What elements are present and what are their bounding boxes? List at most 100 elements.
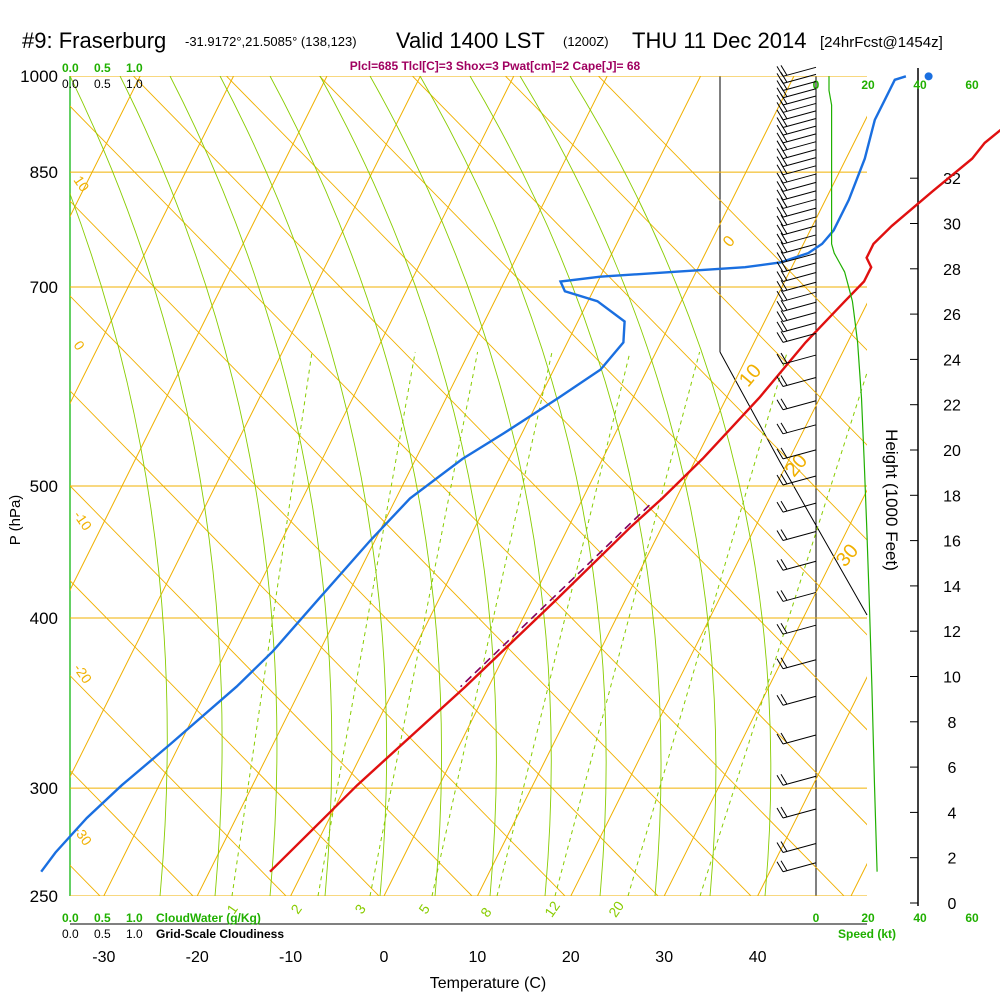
wind-barb-flag xyxy=(776,224,784,236)
terrain-border xyxy=(719,351,868,616)
height-tick-label: 20 xyxy=(943,443,961,460)
wind-barb-flag xyxy=(776,807,784,819)
cloudiness-scale-bottom: 1.0 xyxy=(126,927,143,941)
wind-barb-flag xyxy=(776,774,784,786)
wind-barb-flag xyxy=(780,398,788,409)
wind-barb xyxy=(776,260,817,273)
wind-barb-flag xyxy=(780,171,788,183)
wind-barb xyxy=(776,86,817,99)
height-tick-label: 32 xyxy=(943,171,961,188)
wind-barb xyxy=(776,375,817,387)
isotherm-label-left: -10 xyxy=(71,508,96,534)
wind-barb-staff xyxy=(782,354,817,365)
wind-barb xyxy=(776,447,817,460)
wind-barb xyxy=(776,331,817,343)
pressure-tick-label: 250 xyxy=(30,887,58,906)
wind-barb-flag xyxy=(780,732,788,744)
isotherm-line xyxy=(196,76,608,896)
height-tick-label: 14 xyxy=(943,579,961,596)
wind-barb xyxy=(776,422,817,435)
wind-barb-flag xyxy=(780,331,788,342)
wind-barb-flag xyxy=(776,530,784,541)
wind-barb-flag xyxy=(780,197,788,208)
wind-barb-staff xyxy=(782,808,817,819)
dry-adiabat-line xyxy=(412,76,867,541)
wind-barb-flag xyxy=(780,422,788,434)
y-axis-label: P (hPa) xyxy=(7,495,24,546)
speed-tick-top: 60 xyxy=(965,78,979,92)
wind-barb xyxy=(776,841,817,853)
isotherm-label-left: 0 xyxy=(71,338,89,354)
wind-barb-staff xyxy=(782,400,817,411)
mixing-ratio-label: 20 xyxy=(605,898,627,920)
speed-tick-bottom: 40 xyxy=(913,911,927,925)
wind-barb-flag xyxy=(776,560,784,571)
moist-adiabat-line xyxy=(269,76,442,896)
wind-barb-staff xyxy=(782,225,817,236)
height-tick-label: 26 xyxy=(943,307,961,324)
wind-barb xyxy=(776,251,817,263)
mixing-ratio-line xyxy=(496,351,631,896)
cloudwater-label: CloudWater (g/Kg) xyxy=(156,911,261,925)
wind-barb-staff xyxy=(782,190,817,201)
wind-barb xyxy=(776,101,817,113)
wind-barb-staff xyxy=(782,149,817,160)
wind-barb-flag xyxy=(780,375,788,386)
wind-barb-flag xyxy=(776,353,784,365)
wind-barb-staff xyxy=(782,843,817,853)
x-tick-label: -30 xyxy=(92,949,115,966)
wind-barb-staff xyxy=(782,591,817,602)
isotherm-line xyxy=(70,76,141,218)
dry-adiabat-line xyxy=(70,390,566,896)
wind-barb xyxy=(776,398,817,411)
mixing-ratio-label: 8 xyxy=(477,904,495,920)
wind-barb-flag xyxy=(780,205,788,217)
wind-barb-flag xyxy=(776,474,784,486)
wind-barb-staff xyxy=(782,332,817,343)
wind-barb xyxy=(776,93,817,106)
wind-barb-flag xyxy=(776,281,784,292)
wind-barb-staff xyxy=(782,173,817,184)
wind-barb-flag xyxy=(780,352,788,364)
wind-barb-flag xyxy=(776,233,784,245)
height-tick-label: 16 xyxy=(943,534,961,551)
wind-barb xyxy=(776,773,817,786)
wind-barb-flag xyxy=(780,108,788,120)
wind-barb-staff xyxy=(782,322,817,333)
height-tick-label: 10 xyxy=(943,670,961,687)
moist-adiabat-line xyxy=(70,192,168,896)
speed-tick-bottom: 20 xyxy=(861,911,875,925)
wind-barb-flag xyxy=(780,310,788,321)
wind-barb-staff xyxy=(782,95,817,106)
speed-tick-top: 0 xyxy=(813,78,820,92)
parcel-line xyxy=(460,504,650,688)
x-tick-label: 10 xyxy=(469,949,487,966)
wind-barb xyxy=(776,289,817,302)
height-tick-label: 28 xyxy=(943,262,961,279)
wind-barb xyxy=(776,232,817,245)
wind-barb-flag xyxy=(780,657,788,668)
forecast-info: [24hrFcst@1454z] xyxy=(820,34,943,51)
mixing-ratio-line xyxy=(627,351,788,896)
wind-barb xyxy=(776,657,817,670)
wind-barb-flag xyxy=(780,622,788,634)
wind-barb-flag xyxy=(776,423,784,435)
wind-barb-staff xyxy=(782,695,817,706)
mixing-ratio-line xyxy=(369,351,479,896)
wind-barb-staff xyxy=(782,272,817,283)
wind-barb-flag xyxy=(780,79,788,90)
wind-barb-flag xyxy=(780,93,788,105)
cloudwater-scale-top: 0.0 xyxy=(62,61,79,75)
wind-barb-flag xyxy=(780,280,788,291)
speed-label: Speed (kt) xyxy=(838,927,896,941)
wind-barb-flag xyxy=(776,376,784,387)
wind-barb xyxy=(776,270,817,283)
wind-barb-flag xyxy=(780,214,788,226)
height-tick-label: 2 xyxy=(948,851,957,868)
x-axis-label: Temperature (C) xyxy=(430,975,546,992)
dry-adiabat-line xyxy=(70,200,752,896)
wind-barb-flag xyxy=(780,188,788,200)
forecast-date: THU 11 Dec 2014 xyxy=(632,28,807,53)
pressure-tick-label: 300 xyxy=(30,779,58,798)
mixing-ratio-label: 12 xyxy=(541,898,563,920)
